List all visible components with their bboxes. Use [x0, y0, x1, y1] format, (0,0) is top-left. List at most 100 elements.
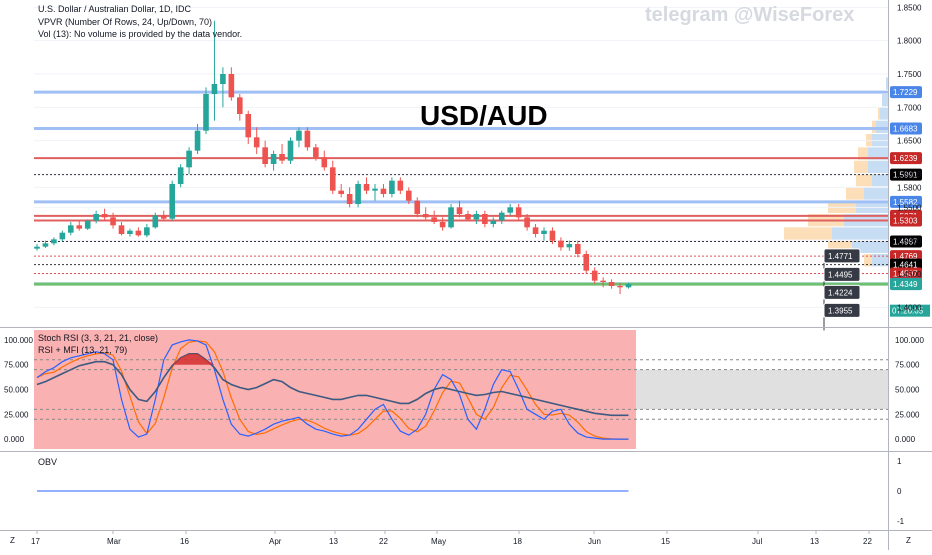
candle-down[interactable]: [338, 190, 344, 194]
volume-profile-bar: [864, 254, 872, 267]
candle-down[interactable]: [329, 167, 336, 191]
time-tick-label: May: [431, 537, 446, 546]
candle-down[interactable]: [591, 270, 598, 281]
candle-up[interactable]: [194, 130, 201, 151]
candle-down[interactable]: [118, 225, 125, 234]
candle-down[interactable]: [608, 282, 615, 286]
candle-down[interactable]: [532, 227, 539, 234]
watermark: telegram @WiseForex: [645, 4, 854, 26]
candle-up[interactable]: [59, 232, 66, 240]
candle-up[interactable]: [270, 154, 277, 164]
zoom-left-icon[interactable]: Z: [10, 536, 15, 545]
callout-box[interactable]: [823, 284, 861, 300]
candle-down[interactable]: [321, 157, 328, 168]
candle-down[interactable]: [253, 137, 260, 148]
callout-box[interactable]: [823, 266, 861, 282]
candle-up[interactable]: [169, 184, 175, 219]
candle-down[interactable]: [76, 225, 83, 229]
candle-down[interactable]: [515, 207, 522, 218]
obv-pane[interactable]: 1 0 -1: [37, 457, 905, 526]
candle-down[interactable]: [549, 230, 556, 241]
candle-up[interactable]: [220, 74, 226, 84]
candle-down[interactable]: [346, 194, 353, 204]
candle-up[interactable]: [211, 84, 218, 94]
candle-down[interactable]: [101, 214, 108, 218]
candle-up[interactable]: [203, 94, 209, 131]
price-axis[interactable]: 1.8500 1.8000 1.7500 1.7000 1.6500 1.6000 1.58…: [897, 3, 922, 312]
candle-down[interactable]: [439, 222, 446, 228]
candle-up[interactable]: [498, 212, 505, 221]
candle-up[interactable]: [389, 180, 395, 194]
candle-up[interactable]: [186, 150, 192, 168]
candle-up[interactable]: [372, 188, 378, 191]
time-tick-label: 15: [661, 537, 670, 546]
level-price-label: 1.6683: [893, 124, 918, 133]
candle-down[interactable]: [313, 147, 319, 158]
candle-down[interactable]: [575, 244, 581, 254]
candle-down[interactable]: [135, 230, 142, 236]
candle-up[interactable]: [84, 220, 91, 229]
countdown-label: 07:26:05: [892, 307, 924, 316]
candle-down[interactable]: [110, 217, 116, 226]
candle-down[interactable]: [237, 97, 243, 114]
candle-down[interactable]: [600, 280, 606, 282]
time-tick-label: 18: [513, 537, 522, 546]
candle-up[interactable]: [127, 230, 133, 234]
callout-box[interactable]: [823, 248, 861, 264]
stoch-right-tick: 0.000: [895, 435, 916, 444]
candle-up[interactable]: [68, 225, 74, 233]
candle-up[interactable]: [287, 140, 294, 161]
candle-up[interactable]: [473, 214, 480, 220]
candle-up[interactable]: [51, 239, 57, 244]
candle-down[interactable]: [414, 200, 421, 214]
candle-down[interactable]: [304, 130, 311, 148]
candle-up[interactable]: [296, 130, 302, 141]
candle-up[interactable]: [93, 214, 99, 221]
candle-up[interactable]: [355, 184, 361, 204]
candle-up[interactable]: [152, 215, 159, 228]
candle-up[interactable]: [34, 246, 40, 249]
volume-profile-bar: [872, 134, 888, 147]
candle-up[interactable]: [490, 220, 497, 224]
candle-up[interactable]: [541, 230, 547, 234]
stoch-right-tick: 50.000: [895, 386, 920, 395]
candle-down[interactable]: [617, 286, 623, 288]
candle-down[interactable]: [583, 254, 590, 271]
stoch-d-line: [36, 340, 629, 440]
candle-down[interactable]: [397, 180, 404, 191]
candlesticks: [34, 20, 632, 294]
price-tick-label: 1.7500: [897, 70, 922, 79]
candle-down[interactable]: [279, 154, 285, 161]
candle-down[interactable]: [482, 214, 488, 224]
candle-down[interactable]: [406, 190, 412, 201]
candle-down[interactable]: [380, 188, 387, 194]
candle-down[interactable]: [524, 217, 530, 228]
candle-up[interactable]: [507, 207, 513, 213]
candle-up[interactable]: [566, 244, 573, 248]
time-tick-label: 22: [863, 537, 872, 546]
candle-down[interactable]: [456, 207, 463, 214]
zoom-right-icon[interactable]: Z: [906, 536, 911, 545]
candle-down[interactable]: [558, 240, 564, 248]
candle-down[interactable]: [431, 217, 437, 222]
support-resistance-levels: 1.72291.66831.62391.59911.55821.53711.53…: [34, 86, 930, 317]
candle-down[interactable]: [228, 74, 235, 98]
candle-down[interactable]: [422, 214, 429, 218]
callout-box[interactable]: [823, 302, 861, 318]
level-price-tag: [890, 152, 922, 165]
level-price-label: 1.4987: [893, 238, 918, 247]
candle-up[interactable]: [42, 243, 49, 247]
level-price-tag: [890, 122, 922, 135]
candle-up[interactable]: [177, 167, 184, 184]
candle-up[interactable]: [144, 227, 150, 236]
time-axis[interactable]: 17 Mar 16 Apr 13 22 May 18 Jun 15 Jul 13 22: [31, 530, 872, 546]
candle-down[interactable]: [262, 147, 268, 164]
stoch-rsi-pane[interactable]: 100.000 100.000 75.000 75.000 50.000 50.000 25…: [4, 330, 924, 449]
candle-down[interactable]: [245, 114, 252, 138]
candle-up[interactable]: [625, 284, 632, 288]
candle-up[interactable]: [448, 207, 454, 228]
candle-down[interactable]: [160, 215, 167, 219]
candle-down[interactable]: [465, 214, 471, 220]
candle-down[interactable]: [363, 184, 370, 191]
